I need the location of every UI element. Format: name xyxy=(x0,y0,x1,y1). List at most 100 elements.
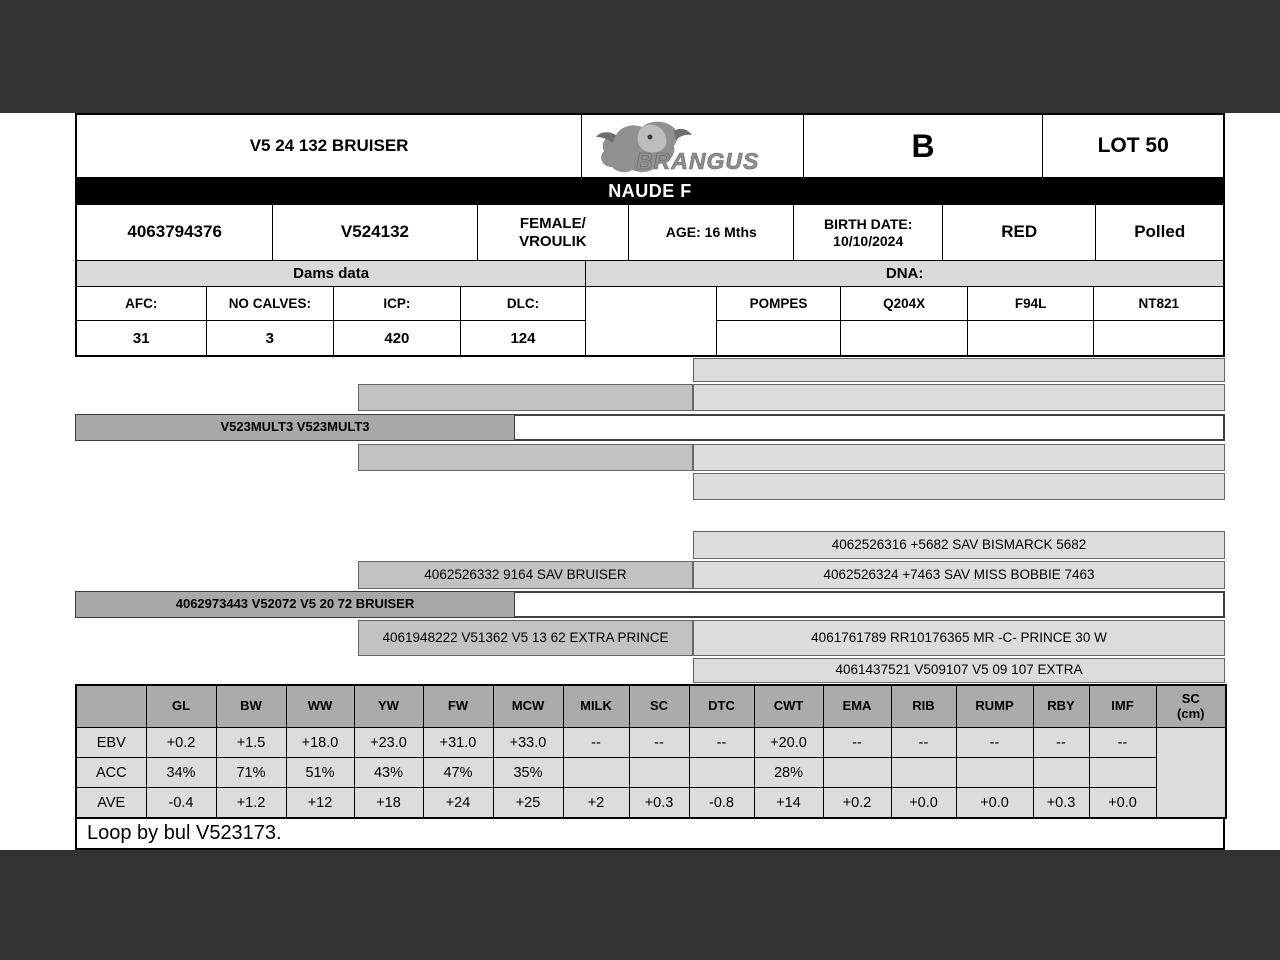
ebv-col-header: RIB xyxy=(890,684,957,728)
acc-cell xyxy=(628,757,690,788)
ave-cell: +25 xyxy=(492,787,564,819)
ave-cell: +0.0 xyxy=(955,787,1034,819)
lot-sheet: V5 24 132 BRUISER BRANGUS B LOT 50 NAUDE… xyxy=(75,113,1227,850)
ebv-col-header: YW xyxy=(353,684,424,728)
dam-main-strip xyxy=(515,414,1225,441)
ave-cell: +1.2 xyxy=(215,787,287,819)
no-calves-value: 3 xyxy=(265,329,274,347)
dna-value-pompes xyxy=(717,321,841,355)
sc-cm-merged-cell xyxy=(1155,727,1227,819)
ebv-cell: +20.0 xyxy=(753,727,824,758)
acc-cell xyxy=(890,757,957,788)
ave-cell: +0.3 xyxy=(1032,787,1090,819)
acc-row-label: ACC xyxy=(75,757,147,788)
ebv-col-header: WW xyxy=(285,684,355,728)
bull-icon xyxy=(596,121,693,173)
acc-cell: 28% xyxy=(753,757,824,788)
dam-sire-box xyxy=(358,384,693,411)
dna-marker-f94l: F94L xyxy=(967,287,1094,321)
ebv-cell: -- xyxy=(562,727,630,758)
dam-granddam-dam-box xyxy=(693,473,1225,500)
lot-number: LOT 50 xyxy=(1097,134,1169,158)
acc-cell: 35% xyxy=(492,757,564,788)
no-calves-label: NO CALVES: xyxy=(206,287,334,321)
sire-main-box: 4062973443 V52072 V5 20 72 BRUISER xyxy=(75,591,515,618)
acc-cell: 47% xyxy=(422,757,494,788)
ebv-cell: -- xyxy=(822,727,892,758)
ave-cell: +14 xyxy=(753,787,824,819)
colour-cell: RED xyxy=(943,205,1097,260)
ebv-header-row: GL BW WW YW FW MCW MILK SC DTC CWT EMA R… xyxy=(75,684,1227,728)
animal-id: V524132 xyxy=(273,205,478,260)
dna-marker-nt821: NT821 xyxy=(1094,287,1224,321)
lot-header-table: V5 24 132 BRUISER BRANGUS B LOT 50 NAUDE… xyxy=(75,113,1225,357)
dam-granddam-sire-box xyxy=(693,444,1225,471)
icp-value: 420 xyxy=(384,329,410,347)
acc-cell xyxy=(688,757,755,788)
ebv-cell: -- xyxy=(955,727,1034,758)
dna-value-nt821 xyxy=(1094,321,1223,355)
acc-cell xyxy=(562,757,630,788)
ebv-col-header: BW xyxy=(215,684,287,728)
dna-value-f94l xyxy=(968,321,1094,355)
ebv-cell: +0.2 xyxy=(145,727,217,758)
ebv-col-header: SC xyxy=(628,684,690,728)
acc-cell xyxy=(955,757,1034,788)
dna-blank-cell xyxy=(586,287,716,355)
dna-marker-pompes: POMPES xyxy=(716,287,841,321)
ebv-col-header: SC (cm) xyxy=(1155,684,1227,728)
dlc-label: DLC: xyxy=(460,287,586,321)
brangus-logo: BRANGUS xyxy=(596,121,759,173)
horn-status-cell: Polled xyxy=(1134,222,1186,242)
dna-header: DNA: xyxy=(586,261,1223,286)
ebv-row-label: EBV xyxy=(75,727,147,758)
acc-cell xyxy=(822,757,892,788)
animal-name: V5 24 132 BRUISER xyxy=(77,115,583,177)
ebv-row: EBV +0.2 +1.5 +18.0 +23.0 +31.0 +33.0 --… xyxy=(75,727,1227,819)
ebv-col-header: MCW xyxy=(492,684,564,728)
ave-row-label: AVE xyxy=(75,787,147,819)
ebv-section: GL BW WW YW FW MCW MILK SC DTC CWT EMA R… xyxy=(75,684,1227,850)
sire-grandsire-dam-box: 4062526324 +7463 SAV MISS BOBBIE 7463 xyxy=(693,561,1225,589)
ave-cell: +0.2 xyxy=(822,787,892,819)
ebv-col-header: DTC xyxy=(688,684,755,728)
ave-cell: +12 xyxy=(285,787,355,819)
dna-value-q204x xyxy=(841,321,967,355)
acc-cell xyxy=(1088,757,1157,788)
acc-row: ACC 34% 71% 51% 43% 47% 35% 28% xyxy=(75,757,1226,788)
ebv-col-header: CWT xyxy=(753,684,824,728)
ebv-col-header: FW xyxy=(422,684,494,728)
ave-cell: +24 xyxy=(422,787,494,819)
ebv-cell: +18.0 xyxy=(285,727,355,758)
brangus-wordmark: BRANGUS xyxy=(636,148,759,173)
ave-cell: +0.0 xyxy=(890,787,957,819)
title-row: V5 24 132 BRUISER BRANGUS B LOT 50 xyxy=(77,115,1223,178)
ebv-cell: -- xyxy=(1032,727,1090,758)
dna-marker-q204x: Q204X xyxy=(841,287,967,321)
reg-number: 4063794376 xyxy=(77,205,274,260)
sex-cell: FEMALE/ VROULIK xyxy=(478,205,630,260)
ebv-cell: +33.0 xyxy=(492,727,564,758)
acc-cell: 71% xyxy=(215,757,287,788)
ave-row: AVE -0.4 +1.2 +12 +18 +24 +25 +2 +0.3 -0… xyxy=(75,787,1226,819)
dams-dna-grid: AFC: 31 NO CALVES: 3 ICP: 420 DLC: 124 P… xyxy=(77,287,1224,355)
dam-grandsire-sire-box xyxy=(693,358,1225,382)
ave-cell: +0.0 xyxy=(1088,787,1157,819)
dam-main-box: V523MULT3 V523MULT3 xyxy=(75,414,515,441)
ave-cell: +0.3 xyxy=(628,787,690,819)
afc-label: AFC: xyxy=(77,287,206,321)
ebv-table: GL BW WW YW FW MCW MILK SC DTC CWT EMA R… xyxy=(75,684,1227,819)
brangus-logo-cell: BRANGUS xyxy=(582,115,804,177)
acc-cell: 34% xyxy=(145,757,217,788)
ave-cell: -0.8 xyxy=(688,787,755,819)
breeder-banner: NAUDE F xyxy=(77,178,1223,205)
ave-cell: -0.4 xyxy=(145,787,217,819)
afc-value: 31 xyxy=(132,329,150,347)
birth-date-cell: BIRTH DATE: 10/10/2024 xyxy=(794,205,943,260)
sire-dam-box: 4061948222 V51362 V5 13 62 EXTRA PRINCE xyxy=(358,620,693,656)
ebv-cell: +23.0 xyxy=(353,727,424,758)
sire-sire-box: 4062526332 9164 SAV BRUISER xyxy=(358,561,693,589)
ebv-col-header: EMA xyxy=(822,684,892,728)
ave-cell: +18 xyxy=(353,787,424,819)
sire-granddam-dam-box: 4061437521 V509107 V5 09 107 EXTRA xyxy=(693,658,1225,683)
